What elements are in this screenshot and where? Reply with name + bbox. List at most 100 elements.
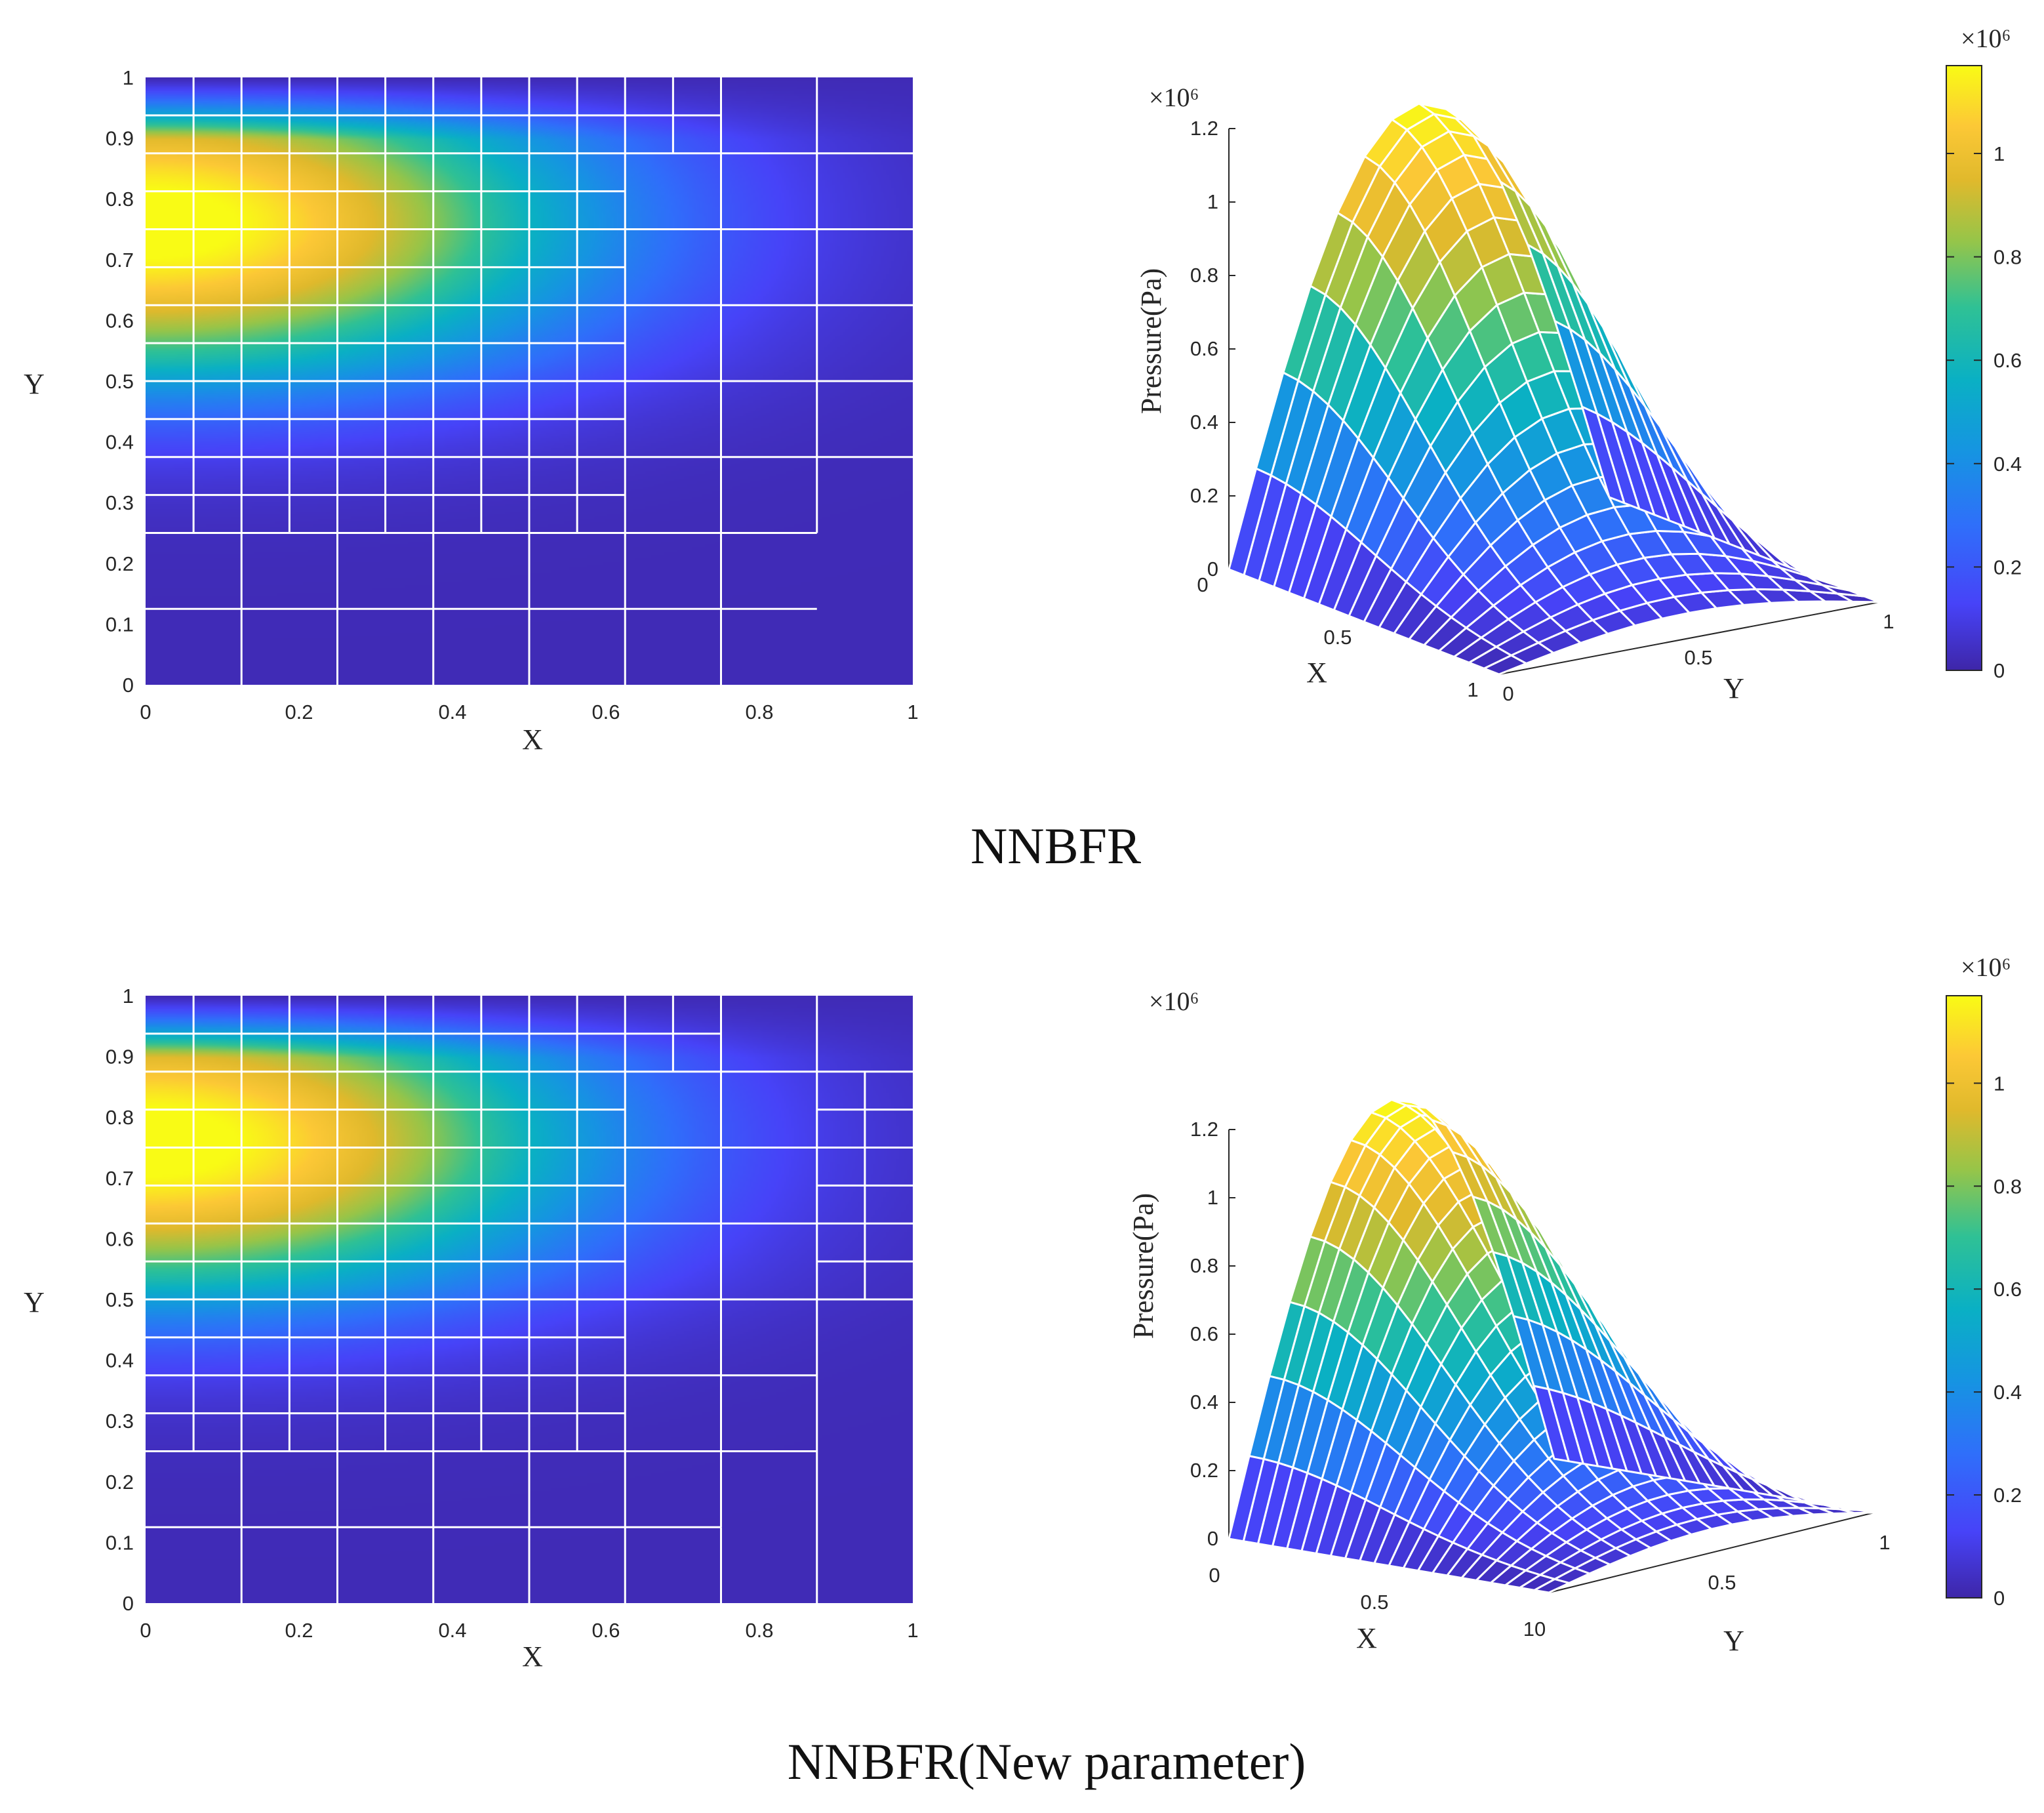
bottom-heatmap-y-tick: 0.2: [106, 1471, 134, 1494]
top-heatmap-x-tick: 0.4: [438, 701, 466, 723]
top-surface-z-tick: 0.4: [1190, 411, 1218, 434]
top-heatmap-y-tick: 0.7: [106, 249, 134, 272]
top-heatmap-ylabel: Y: [24, 368, 45, 400]
top-colorbar-tick: 0.8: [1994, 246, 2022, 269]
bottom-heatmap-mesh: [146, 996, 913, 1603]
bottom-heatmap-xlabel: X: [522, 1640, 543, 1673]
top-heatmap-x-tick: 1: [907, 701, 918, 723]
top-heatmap-y-tick: 1: [123, 66, 134, 89]
top-surface-x-tick: 0: [1197, 573, 1208, 596]
bottom-colorbar-tick: 0: [1994, 1587, 2005, 1610]
top-surface-z-tick: 0.8: [1190, 264, 1218, 287]
bottom-heatmap-x-tick: 0.4: [438, 1619, 466, 1642]
bottom-heatmap-y-tick: 0.5: [106, 1288, 134, 1311]
bottom-surface-zlabel: Pressure(Pa): [1127, 1193, 1159, 1339]
top-colorbar-ramp: [1946, 65, 1982, 671]
top-surface-ylabel: Y: [1723, 672, 1744, 704]
top-caption: NNBFR: [971, 817, 1141, 874]
top-surface-plot: 0 0.2 0.4 0.6 0.8 1 1.2 0 0.5 1 0 0.5 1 ×10⁶ Pressur…: [1135, 83, 1894, 705]
bottom-heatmap-y-tick: 0.3: [106, 1410, 134, 1433]
bottom-surface-z-tick: 0.4: [1190, 1391, 1218, 1414]
bottom-colorbar: 0 0.2 0.4 0.6 0.8 1 ×10⁶: [1946, 952, 2022, 1610]
bottom-surface-y-axis: [1548, 1512, 1875, 1593]
bottom-heatmap-plot: 0 0.2 0.4 0.6 0.8 1 0 0.1 0.2 0.3 0.4 0.5 0.6 0.7 0.8…: [24, 985, 919, 1673]
top-heatmap-xlabel: X: [522, 723, 543, 756]
bottom-surface-plot: 0 0.2 0.4 0.6 0.8 1 1.2 0 0.5 10 0.5 1 ×10⁶ Pressur…: [1127, 987, 1891, 1657]
top-heatmap-y-tick: 0.3: [106, 491, 134, 514]
bottom-surface-z-tick: 0.8: [1190, 1254, 1218, 1277]
top-surface-zlabel: Pressure(Pa): [1135, 268, 1167, 414]
top-heatmap-y-ticks: 0 0.1 0.2 0.3 0.4 0.5 0.6 0.7 0.8 0.9 1: [106, 66, 134, 697]
top-colorbar-tick: 0: [1994, 659, 2005, 682]
top-colorbar-ticks: 0 0.2 0.4 0.6 0.8 1: [1946, 142, 2022, 682]
top-colorbar: 0 0.2 0.4 0.6 0.8 1 ×10⁶: [1946, 24, 2022, 682]
bottom-colorbar-tick: 0.2: [1994, 1484, 2022, 1507]
top-heatmap-x-tick: 0.8: [745, 701, 773, 723]
top-colorbar-tick: 0.2: [1994, 556, 2022, 579]
top-colorbar-tick: 1: [1994, 142, 2005, 165]
bottom-heatmap-y-tick: 0.1: [106, 1531, 134, 1554]
top-heatmap-mesh: [146, 77, 913, 685]
bottom-colorbar-tick: 0.6: [1994, 1278, 2022, 1301]
top-heatmap-y-tick: 0.5: [106, 370, 134, 393]
bottom-surface-x-tick: 0.5: [1360, 1591, 1388, 1614]
bottom-colorbar-tick: 1: [1994, 1072, 2005, 1095]
bottom-colorbar-tick: 0.4: [1994, 1381, 2022, 1404]
top-heatmap-y-tick: 0.6: [106, 309, 134, 332]
bottom-heatmap-y-tick: 1: [123, 985, 134, 1008]
top-colorbar-tick: 0.4: [1994, 453, 2022, 476]
top-heatmap-y-tick: 0.2: [106, 552, 134, 575]
top-heatmap-y-tick: 0: [123, 674, 134, 697]
bottom-heatmap-x-tick: 1: [907, 1619, 918, 1642]
bottom-surface-ylabel: Y: [1723, 1625, 1744, 1657]
bottom-heatmap-y-ticks: 0 0.1 0.2 0.3 0.4 0.5 0.6 0.7 0.8 0.9 1: [106, 985, 134, 1615]
top-surface-x-tick: 1: [1467, 678, 1478, 701]
bottom-heatmap-y-tick: 0.9: [106, 1046, 134, 1069]
bottom-surface-z-tick: 1: [1207, 1186, 1218, 1209]
bottom-surface-x-tick: 10: [1523, 1618, 1546, 1640]
bottom-surface-z-tick: 0.6: [1190, 1322, 1218, 1345]
bottom-surface-surface-cell: [1228, 1455, 1265, 1543]
bottom-heatmap-y-tick: 0.4: [106, 1349, 134, 1372]
top-surface-z-exponent: ×10⁶: [1149, 83, 1199, 112]
top-heatmap-plot: 0 0.2 0.4 0.6 0.8 1 0 0.1 0.2 0.3 0.4 0.5 0.6 0.7 0.8…: [24, 66, 919, 756]
bottom-colorbar-exponent: ×10⁶: [1961, 952, 2011, 982]
top-surface-z-tick: 1.2: [1190, 117, 1218, 140]
bottom-heatmap-x-ticks: 0 0.2 0.4 0.6 0.8 1: [140, 1619, 918, 1642]
bottom-heatmap-ylabel: Y: [24, 1286, 45, 1318]
bottom-surface-ticks: 0 0.2 0.4 0.6 0.8 1 1.2 0 0.5 10 0.5 1: [1190, 1118, 1891, 1640]
top-surface-x-tick: 0.5: [1323, 626, 1352, 649]
top-surface-y-tick: 0.5: [1684, 646, 1712, 669]
bottom-heatmap-x-tick: 0.6: [591, 1619, 620, 1642]
top-surface-z-tick: 1: [1207, 190, 1218, 213]
bottom-heatmap-y-tick: 0.8: [106, 1106, 134, 1129]
top-heatmap-x-tick: 0.6: [591, 701, 620, 723]
bottom-surface-z-tick: 0.2: [1190, 1459, 1218, 1482]
top-heatmap-y-tick: 0.8: [106, 188, 134, 211]
bottom-heatmap-y-tick: 0.7: [106, 1167, 134, 1190]
top-surface-z-tick: 0.6: [1190, 337, 1218, 360]
top-surface-mesh: [1228, 102, 1881, 676]
top-heatmap-y-tick: 0.1: [106, 613, 134, 636]
top-heatmap-x-tick: 0: [140, 701, 151, 723]
bottom-surface-z-tick: 1.2: [1190, 1118, 1218, 1141]
top-surface-z-tick: 0.2: [1190, 484, 1218, 507]
top-surface-z-tick: 0: [1207, 558, 1218, 581]
bottom-surface-y-tick: 1: [1879, 1531, 1890, 1554]
bottom-surface-z-exponent: ×10⁶: [1149, 987, 1199, 1016]
top-surface-xlabel: X: [1306, 657, 1327, 689]
bottom-surface-x-tick: 0: [1209, 1564, 1220, 1587]
bottom-surface-z-tick: 0: [1207, 1527, 1218, 1550]
top-surface-ticks: 0 0.2 0.4 0.6 0.8 1 1.2 0 0.5 1 0 0.5 1: [1190, 117, 1894, 705]
bottom-surface-y-tick: 0.5: [1708, 1571, 1736, 1594]
bottom-colorbar-ramp: [1946, 995, 1982, 1599]
top-heatmap-y-tick: 0.9: [106, 127, 134, 150]
bottom-heatmap-x-tick: 0.2: [285, 1619, 313, 1642]
bottom-caption: NNBFR(New parameter): [788, 1733, 1306, 1790]
top-heatmap-x-tick: 0.2: [285, 701, 313, 723]
bottom-heatmap-y-tick: 0.6: [106, 1227, 134, 1250]
bottom-heatmap-x-tick: 0: [140, 1619, 151, 1642]
bottom-colorbar-tick: 0.8: [1994, 1175, 2022, 1198]
top-heatmap-y-tick: 0.4: [106, 431, 134, 454]
